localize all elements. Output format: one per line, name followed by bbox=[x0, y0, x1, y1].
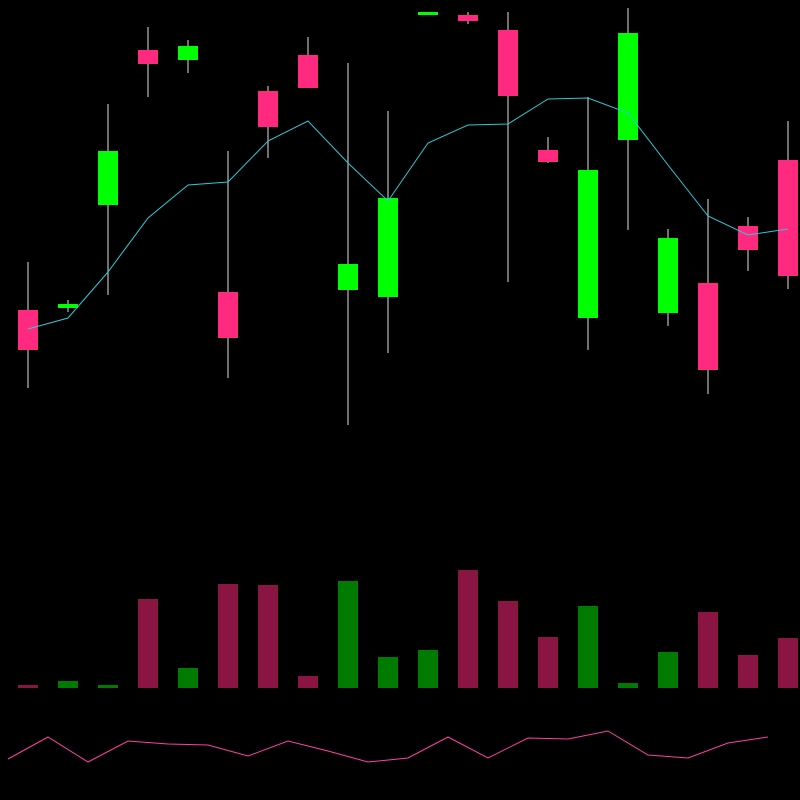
candle-body bbox=[218, 292, 238, 338]
candle-body bbox=[418, 12, 438, 15]
candle-body bbox=[498, 30, 518, 96]
candle-body bbox=[338, 264, 358, 290]
volume-bar bbox=[338, 581, 358, 688]
volume-bar bbox=[298, 676, 318, 688]
volume-bar bbox=[98, 685, 118, 688]
candle-body bbox=[578, 170, 598, 318]
volume-bar bbox=[778, 638, 798, 688]
candle-body bbox=[138, 50, 158, 64]
candle-body bbox=[458, 15, 478, 21]
candle-body bbox=[738, 226, 758, 250]
volume-bar bbox=[378, 657, 398, 688]
candle-body bbox=[658, 238, 678, 313]
volume-bar bbox=[258, 585, 278, 688]
volume-bar bbox=[418, 650, 438, 688]
volume-bar bbox=[578, 606, 598, 688]
candle-body bbox=[298, 55, 318, 88]
volume-bar bbox=[498, 601, 518, 688]
candle-body bbox=[538, 150, 558, 162]
volume-bar bbox=[698, 612, 718, 688]
moving-average bbox=[27, 97, 789, 330]
candle-body bbox=[98, 151, 118, 205]
volume-bar bbox=[138, 599, 158, 688]
volume-bar bbox=[18, 685, 38, 688]
volume-bar bbox=[658, 652, 678, 688]
indicator-line bbox=[7, 730, 769, 763]
volume-bar bbox=[538, 637, 558, 688]
volume-bar bbox=[618, 683, 638, 688]
candle-body bbox=[698, 283, 718, 370]
volume-bar bbox=[218, 584, 238, 688]
volume-bar bbox=[738, 655, 758, 688]
volume-bar bbox=[458, 570, 478, 688]
volume-bar bbox=[58, 681, 78, 688]
candle-body bbox=[58, 304, 78, 308]
candle-body bbox=[618, 33, 638, 140]
candle-body bbox=[258, 91, 278, 127]
candle-body bbox=[378, 198, 398, 297]
candle-body bbox=[778, 160, 798, 276]
candle-body bbox=[178, 46, 198, 60]
volume-bar bbox=[178, 668, 198, 688]
candle-body bbox=[18, 310, 38, 350]
